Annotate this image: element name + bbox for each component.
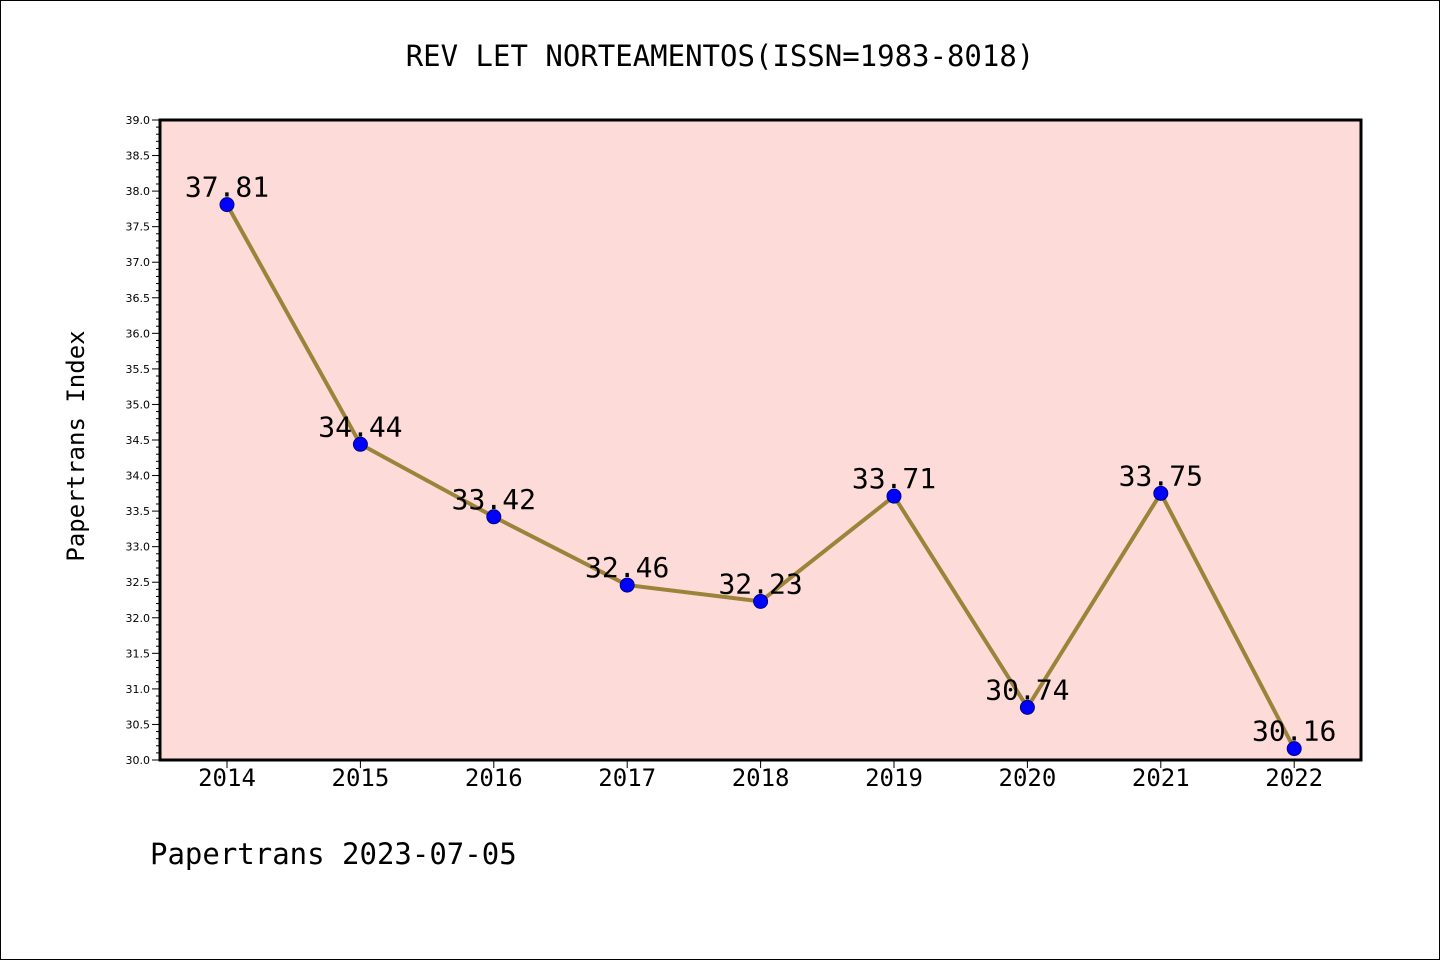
data-point	[1153, 485, 1169, 501]
data-label: 33.75	[1119, 459, 1203, 492]
x-tick-label: 2017	[598, 764, 656, 792]
chart-title: REV LET NORTEAMENTOS(ISSN=1983-8018)	[406, 39, 1035, 73]
data-point	[1019, 699, 1035, 715]
y-tick-label: 35.0	[126, 398, 151, 411]
data-label: 33.42	[452, 483, 536, 516]
x-tick-label: 2018	[732, 764, 790, 792]
x-tick-label: 2022	[1265, 764, 1323, 792]
y-tick-label: 36.5	[126, 292, 151, 305]
footer-date: Papertrans 2023-07-05	[150, 837, 517, 871]
data-label: 32.23	[718, 567, 802, 600]
y-tick-label: 31.0	[126, 683, 151, 696]
x-tick-label: 2020	[999, 764, 1057, 792]
data-label: 30.16	[1252, 715, 1336, 748]
x-tick-label: 2014	[198, 764, 256, 792]
data-label: 37.81	[185, 171, 269, 204]
y-tick-label: 30.5	[126, 718, 151, 731]
y-axis: 30.0 30.5 31.0 31.5 32.0 32.5 33.0 33.5 34.0 34.5…	[126, 114, 160, 767]
x-tick-label: 2015	[332, 764, 390, 792]
y-tick-label: 30.0	[126, 754, 151, 767]
y-tick-label: 38.0	[126, 185, 151, 198]
data-label: 34.44	[318, 410, 402, 443]
y-tick-label: 34.5	[126, 434, 151, 447]
y-tick-label: 36.0	[126, 327, 151, 340]
y-tick-label: 38.5	[126, 150, 151, 163]
data-labels: 37.81 34.44 33.42 32.46 32.23 33.71 30.74 33.75…	[185, 171, 1336, 748]
plot-border	[158, 118, 1363, 762]
x-tick-label: 2019	[865, 764, 923, 792]
data-point	[753, 593, 769, 609]
data-point	[1286, 741, 1302, 757]
y-tick-label: 39.0	[126, 114, 151, 127]
y-tick-label: 31.5	[126, 647, 151, 660]
y-tick-label: 37.5	[126, 221, 151, 234]
x-axis: 2014 2015 2016 2017 2018 2019 2020 2021 2022	[198, 760, 1323, 792]
data-point	[886, 488, 902, 504]
data-point	[619, 577, 635, 593]
series-markers	[219, 197, 1302, 757]
y-tick-label: 37.0	[126, 256, 151, 269]
y-tick-label: 33.0	[126, 541, 151, 554]
data-label: 33.71	[852, 462, 936, 495]
data-point	[352, 436, 368, 452]
y-tick-label: 33.5	[126, 505, 151, 518]
y-axis-label: Papertrans Index	[62, 330, 90, 561]
y-tick-label: 35.5	[126, 363, 151, 376]
data-point	[219, 197, 235, 213]
y-tick-label: 34.0	[126, 470, 151, 483]
data-point	[486, 509, 502, 525]
x-tick-label: 2021	[1132, 764, 1190, 792]
y-tick-label: 32.0	[126, 612, 151, 625]
data-label: 30.74	[985, 673, 1069, 706]
y-tick-label: 32.5	[126, 576, 151, 589]
x-tick-label: 2016	[465, 764, 523, 792]
data-label: 32.46	[585, 551, 669, 584]
